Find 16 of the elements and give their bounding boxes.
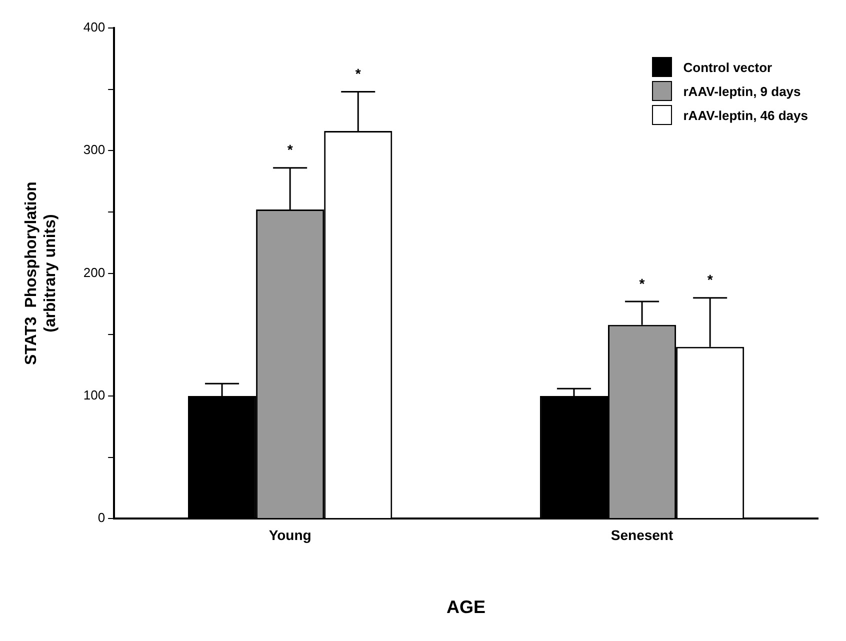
y-tick-label: 100 [83, 388, 106, 403]
annotation: * [287, 142, 294, 158]
y-tick-label: 300 [83, 142, 106, 158]
y-tick-label: 200 [83, 264, 106, 280]
legend-label: rAAV-leptin, 9 days [683, 84, 801, 98]
x-tick-label: Young [268, 526, 312, 543]
x-tick-label: Senesent [610, 526, 674, 543]
y-tick-label: 0 [98, 510, 106, 526]
y-tick-label: 400 [83, 20, 106, 35]
legend-label: rAAV-leptin, 46 days [683, 108, 808, 122]
annotation: * [355, 66, 362, 82]
legend-label: Control vector [683, 60, 772, 74]
annotation: * [639, 275, 646, 292]
annotation: * [707, 272, 714, 288]
x-axis-title: AGE [446, 597, 486, 618]
y-axis-title: STAT3 Phosphorylation (arbitrary units) [23, 182, 60, 366]
